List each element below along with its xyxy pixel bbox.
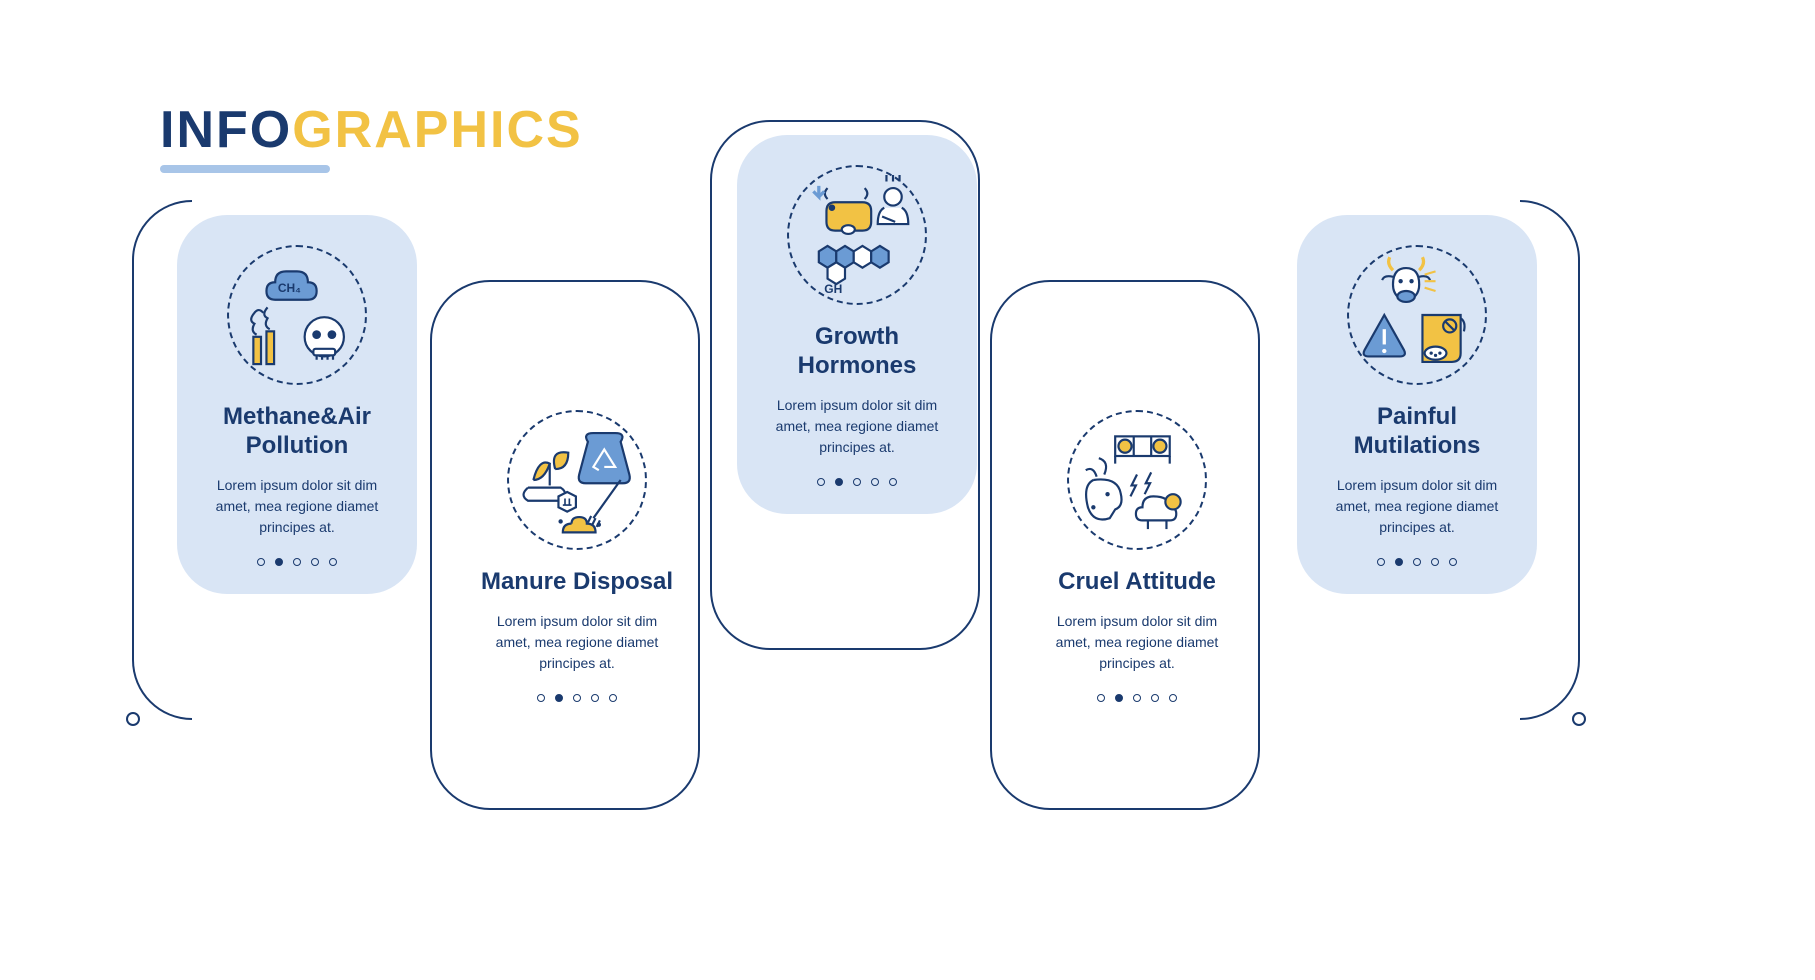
nav-dot[interactable] <box>871 478 879 486</box>
nav-dot[interactable] <box>1395 558 1403 566</box>
cruel-icon <box>1067 410 1207 550</box>
nav-dot[interactable] <box>889 478 897 486</box>
card-body: Lorem ipsum dolor sit dim amet, mea regi… <box>1039 611 1235 674</box>
card-body: Lorem ipsum dolor sit dim amet, mea regi… <box>759 395 955 458</box>
card-title: Manure Disposal <box>479 568 675 597</box>
card-title: Growth Hormones <box>759 323 955 381</box>
nav-dot[interactable] <box>1115 694 1123 702</box>
manure-icon <box>507 410 647 550</box>
nav-dot[interactable] <box>1097 694 1105 702</box>
nav-dot[interactable] <box>555 694 563 702</box>
nav-dot[interactable] <box>293 558 301 566</box>
nav-dot[interactable] <box>835 478 843 486</box>
card-mutilations: Painful Mutilations Lorem ipsum dolor sit… <box>1297 215 1537 594</box>
cards-row: Methane&Air Pollution Lorem ipsum dolor s… <box>0 110 1815 910</box>
nav-dot[interactable] <box>1431 558 1439 566</box>
dots-nav <box>1319 558 1515 566</box>
card-title: Cruel Attitude <box>1039 568 1235 597</box>
nav-dot[interactable] <box>275 558 283 566</box>
nav-dot[interactable] <box>1413 558 1421 566</box>
card-title: Painful Mutilations <box>1319 403 1515 461</box>
nav-dot[interactable] <box>1449 558 1457 566</box>
frame-start-dot <box>126 712 140 726</box>
card-title: Methane&Air Pollution <box>199 403 395 461</box>
frame-end-dot <box>1572 712 1586 726</box>
dots-nav <box>479 694 675 702</box>
nav-dot[interactable] <box>573 694 581 702</box>
nav-dot[interactable] <box>311 558 319 566</box>
nav-dot[interactable] <box>537 694 545 702</box>
hormones-icon <box>787 165 927 305</box>
mutilations-icon <box>1347 245 1487 385</box>
card-methane: Methane&Air Pollution Lorem ipsum dolor s… <box>177 215 417 594</box>
card-body: Lorem ipsum dolor sit dim amet, mea regi… <box>1319 475 1515 538</box>
nav-dot[interactable] <box>1133 694 1141 702</box>
nav-dot[interactable] <box>609 694 617 702</box>
nav-dot[interactable] <box>257 558 265 566</box>
dots-nav <box>1039 694 1235 702</box>
nav-dot[interactable] <box>1151 694 1159 702</box>
nav-dot[interactable] <box>817 478 825 486</box>
nav-dot[interactable] <box>591 694 599 702</box>
nav-dot[interactable] <box>1377 558 1385 566</box>
dots-nav <box>199 558 395 566</box>
pollution-icon <box>227 245 367 385</box>
nav-dot[interactable] <box>853 478 861 486</box>
card-cruel: Cruel Attitude Lorem ipsum dolor sit dim … <box>1017 380 1257 730</box>
nav-dot[interactable] <box>1169 694 1177 702</box>
card-body: Lorem ipsum dolor sit dim amet, mea regi… <box>199 475 395 538</box>
dots-nav <box>759 478 955 486</box>
card-manure: Manure Disposal Lorem ipsum dolor sit dim… <box>457 380 697 730</box>
card-body: Lorem ipsum dolor sit dim amet, mea regi… <box>479 611 675 674</box>
card-hormones: Growth Hormones Lorem ipsum dolor sit dim… <box>737 135 977 514</box>
nav-dot[interactable] <box>329 558 337 566</box>
